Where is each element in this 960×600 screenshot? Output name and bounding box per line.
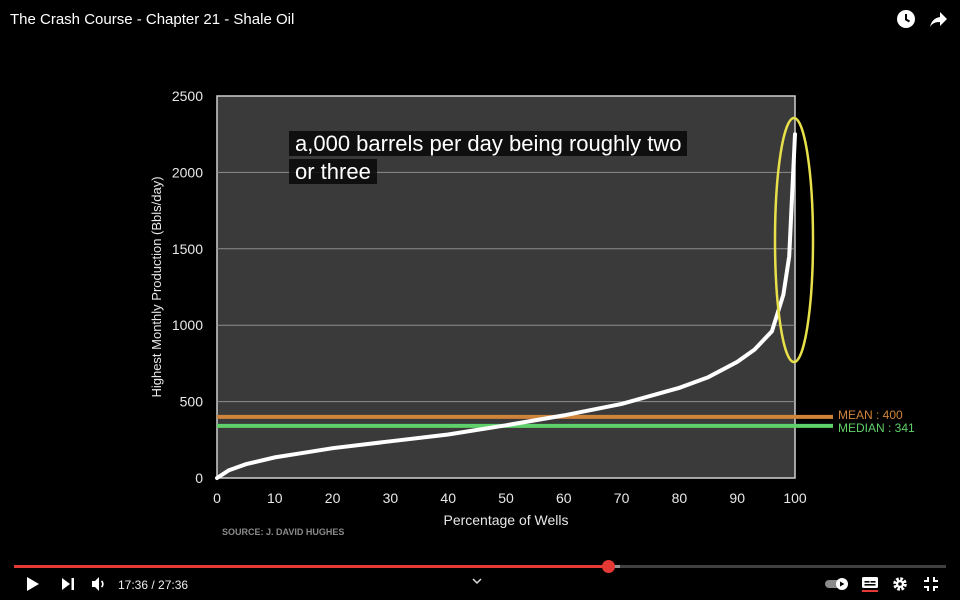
y-tick-label: 1500	[172, 241, 203, 257]
x-tick-label: 80	[672, 490, 688, 506]
x-tick-label: 20	[325, 490, 341, 506]
series-line	[215, 132, 797, 480]
x-tick-label: 30	[383, 490, 399, 506]
autoplay-toggle-icon[interactable]	[824, 577, 852, 596]
y-tick-label: 1000	[172, 317, 203, 333]
volume-icon[interactable]	[91, 576, 107, 597]
progress-played	[14, 565, 609, 568]
settings-icon[interactable]	[892, 576, 908, 597]
x-tick-label: 100	[783, 490, 807, 506]
x-axis-ticks: 0 10 20 30 40 50 60 70 80 90 100	[213, 490, 807, 506]
top-actions	[896, 9, 948, 29]
source-label: SOURCE: J. DAVID HUGHES	[222, 527, 344, 537]
x-tick-label: 70	[614, 490, 630, 506]
x-tick-label: 0	[213, 490, 221, 506]
share-icon[interactable]	[928, 9, 948, 29]
x-tick-label: 50	[498, 490, 514, 506]
caption-line-2: or three	[289, 159, 377, 184]
x-tick-label: 40	[440, 490, 456, 506]
exit-fullscreen-icon[interactable]	[923, 576, 939, 597]
y-tick-label: 2000	[172, 164, 203, 180]
highlight-ellipse	[773, 116, 815, 364]
watch-later-icon[interactable]	[896, 9, 916, 29]
x-tick-label: 10	[267, 490, 283, 506]
y-tick-label: 2500	[172, 88, 203, 104]
time-display: 17:36 / 27:36	[118, 578, 189, 592]
player-controls: 17:36 / 27:36	[0, 572, 960, 598]
reference-line-label: MEAN : 400	[838, 408, 903, 422]
y-axis-ticks: 0 500 1000 1500 2000 2500	[172, 88, 203, 486]
reference-line-label: MEDIAN : 341	[838, 421, 915, 435]
play-icon[interactable]	[26, 576, 40, 597]
subtitle-caption: a,000 barrels per day being roughly two …	[289, 130, 729, 186]
chevron-down-icon[interactable]	[472, 574, 482, 588]
progress-bar[interactable]	[14, 560, 946, 573]
video-title: The Crash Course - Chapter 21 - Shale Oi…	[10, 11, 295, 28]
scrubber-handle[interactable]	[602, 560, 616, 573]
x-axis-label: Percentage of Wells	[443, 512, 568, 528]
y-tick-label: 0	[195, 470, 203, 486]
captions-icon[interactable]	[861, 576, 879, 597]
next-icon[interactable]	[61, 577, 75, 596]
production-chart: 0 500 1000 1500 2000 2500 0 10 20 30 40 50 60 70 80 90…	[149, 88, 915, 537]
y-tick-label: 500	[180, 394, 204, 410]
caption-line-1: a,000 barrels per day being roughly two	[289, 131, 688, 156]
x-tick-label: 90	[729, 490, 745, 506]
y-axis-label: Highest Monthly Production (Bbls/day)	[149, 176, 164, 397]
x-tick-label: 60	[556, 490, 572, 506]
